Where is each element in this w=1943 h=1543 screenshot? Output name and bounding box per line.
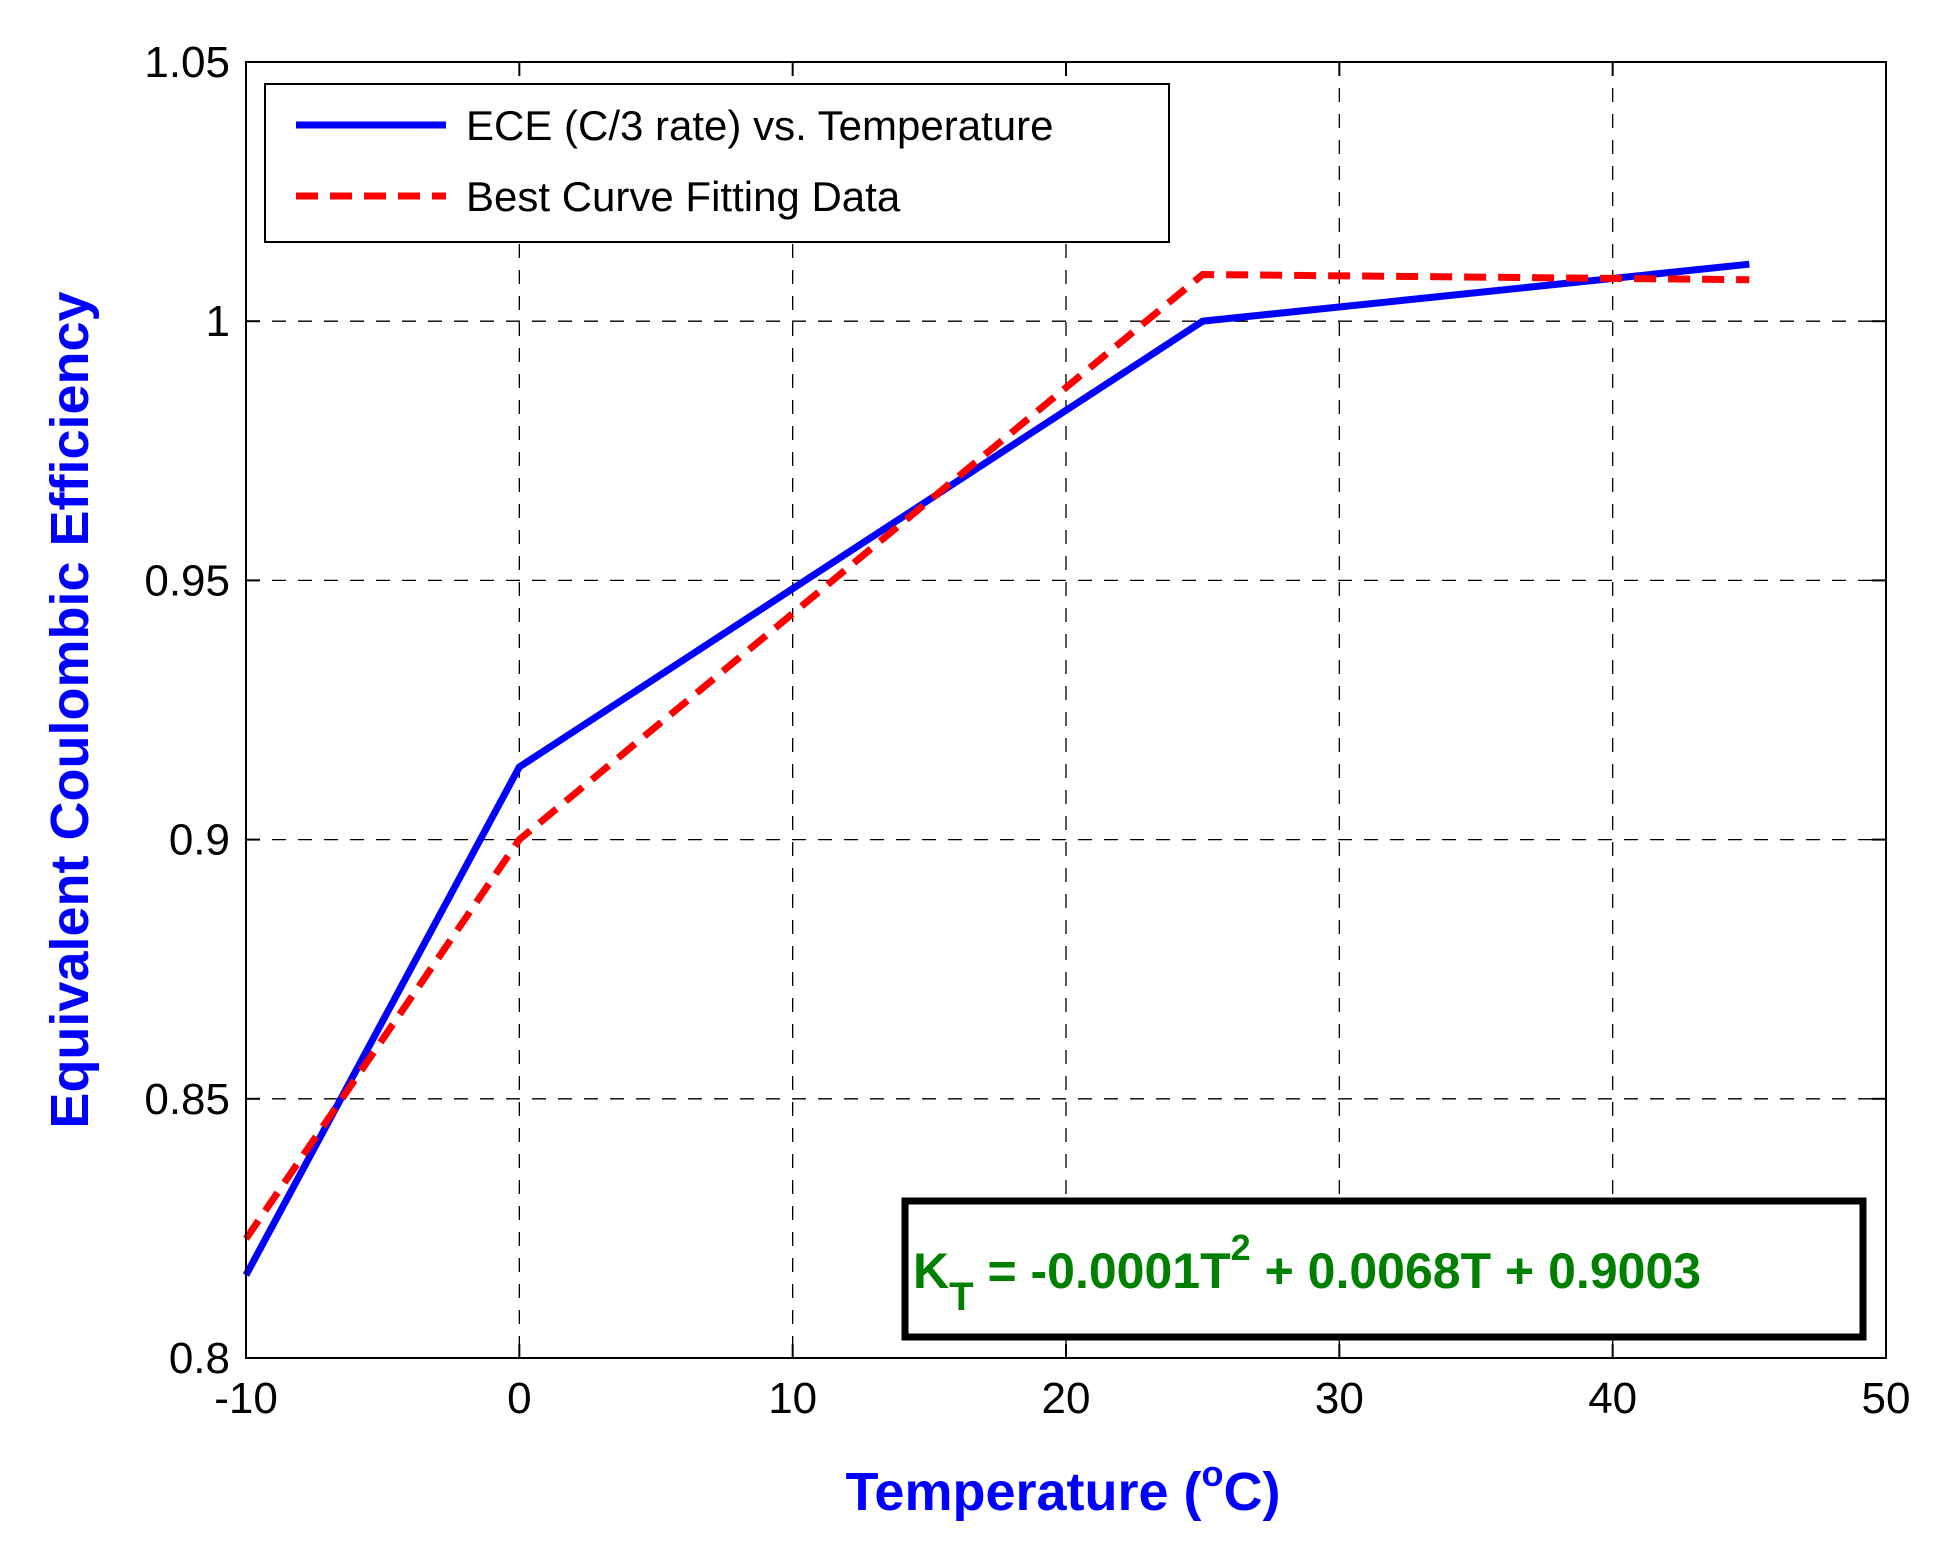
legend: ECE (C/3 rate) vs. Temperature Best Curv… bbox=[264, 83, 1170, 243]
equation-k: K bbox=[913, 1243, 949, 1299]
equation-part-1: = -0.0001T bbox=[974, 1243, 1231, 1299]
x-tick-label: 10 bbox=[768, 1374, 817, 1423]
legend-label-ece: ECE (C/3 rate) vs. Temperature bbox=[466, 102, 1053, 149]
equation-annotation: KT = -0.0001T2 + 0.0068T + 0.9003 bbox=[901, 1197, 1867, 1341]
y-tick-label: 0.8 bbox=[169, 1334, 230, 1383]
equation-superscript: 2 bbox=[1231, 1227, 1251, 1268]
x-axis-title-unit: C) bbox=[1224, 1462, 1281, 1522]
equation-box bbox=[901, 1197, 1867, 1341]
y-axis-title: Equivalent Coulombic Efficiency bbox=[40, 291, 100, 1128]
y-tick-label: 1.05 bbox=[144, 38, 230, 87]
y-tick-label: 1 bbox=[206, 297, 230, 346]
x-axis: -10 0 10 20 30 40 50 bbox=[214, 62, 1910, 1423]
x-axis-title: Temperature (oC) bbox=[845, 1453, 1280, 1522]
x-tick-label: 20 bbox=[1042, 1374, 1091, 1423]
x-axis-title-degree: o bbox=[1202, 1453, 1224, 1494]
x-tick-label: 30 bbox=[1315, 1374, 1364, 1423]
series-line-fit bbox=[243, 270, 1750, 1241]
x-axis-title-text: Temperature ( bbox=[845, 1462, 1201, 1522]
y-tick-label: 0.85 bbox=[144, 1075, 230, 1124]
y-tick-label: 0.9 bbox=[169, 816, 230, 865]
x-tick-label: 40 bbox=[1588, 1374, 1637, 1423]
equation-text: KT = -0.0001T2 + 0.0068T + 0.9003 bbox=[913, 1227, 1701, 1319]
x-tick-label: -10 bbox=[214, 1374, 278, 1423]
legend-label-fit: Best Curve Fitting Data bbox=[466, 173, 901, 220]
legend-box bbox=[264, 83, 1170, 243]
equation-k-subscript: T bbox=[949, 1275, 973, 1319]
y-axis: 0.8 0.85 0.9 0.95 1 1.05 bbox=[144, 38, 1886, 1383]
equation-part-2: + 0.0068T + 0.9003 bbox=[1251, 1243, 1701, 1299]
x-tick-label: 50 bbox=[1862, 1374, 1911, 1423]
series-line-ece bbox=[242, 260, 1750, 1277]
y-tick-label: 0.95 bbox=[144, 556, 230, 605]
x-tick-label: 0 bbox=[507, 1374, 531, 1423]
